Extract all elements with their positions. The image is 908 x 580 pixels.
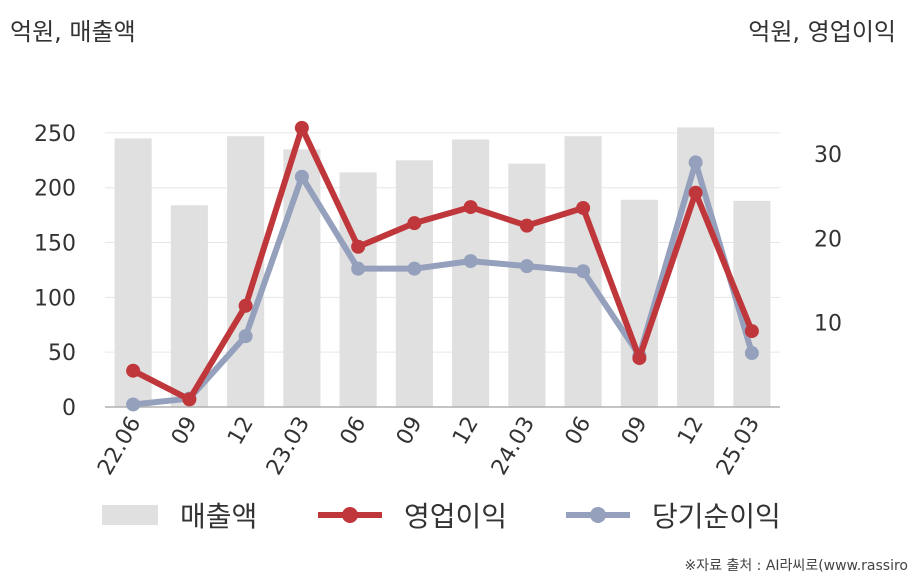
point-net-income	[688, 155, 703, 170]
y-right-tick-label: 30	[814, 143, 842, 168]
legend-marker-swatch	[342, 507, 358, 523]
x-tick-label: 23.03	[262, 413, 315, 480]
y-left-tick-label: 250	[34, 122, 76, 147]
x-tick-label: 12	[223, 413, 259, 450]
legend: 매출액 영업이익 당기순이익	[0, 490, 908, 540]
bar-sales	[677, 127, 715, 408]
legend-label-net-income: 당기순이익	[652, 500, 781, 533]
bar-sales	[452, 139, 490, 407]
point-operating-profit	[688, 185, 703, 200]
point-operating-profit	[744, 324, 759, 339]
source-note: ※자료 출처 : AI라씨로(www.rassiro	[684, 558, 908, 574]
legend-item-net-income: 당기순이익	[566, 490, 781, 540]
x-tick-label: 25.03	[712, 413, 765, 480]
legend-swatch-net-income	[566, 507, 630, 523]
legend-swatch-operating-profit	[318, 507, 382, 523]
x-tick-label: 09	[617, 413, 653, 450]
y-left-tick-label: 150	[34, 232, 76, 257]
y-left-tick-label: 100	[34, 286, 76, 311]
point-net-income	[294, 169, 309, 184]
line-net-income	[130, 159, 755, 408]
y-left-tick-label: 0	[62, 396, 76, 421]
point-net-income	[519, 259, 534, 274]
x-tick-label: 24.03	[487, 413, 540, 480]
point-operating-profit	[407, 216, 422, 231]
line-series	[126, 120, 759, 412]
point-net-income	[463, 254, 478, 269]
point-operating-profit	[238, 298, 253, 313]
bar-sales	[339, 172, 377, 407]
point-operating-profit	[519, 218, 534, 233]
x-tick-label: 12	[448, 413, 484, 450]
point-operating-profit	[294, 120, 309, 135]
point-net-income	[576, 264, 591, 279]
point-operating-profit	[182, 392, 197, 407]
y-left-tick-label: 50	[48, 341, 76, 366]
x-tick-label: 09	[392, 413, 428, 450]
point-operating-profit	[351, 239, 366, 254]
legend-label-sales: 매출액	[180, 500, 258, 533]
y-right-tick-label: 10	[814, 312, 842, 337]
legend-item-sales: 매출액	[102, 490, 257, 540]
point-operating-profit	[126, 363, 141, 378]
legend-label-operating-profit: 영업이익	[404, 500, 508, 533]
bar-sales	[283, 149, 321, 407]
legend-swatch-sales	[102, 505, 158, 525]
y-right-tick-label: 20	[814, 227, 842, 252]
bar-sales	[395, 160, 433, 407]
left-axis-unit: 억원, 매출액	[10, 18, 136, 46]
point-net-income	[407, 261, 422, 276]
bar-series	[114, 127, 771, 408]
legend-marker-swatch	[590, 507, 606, 523]
x-tick-label: 09	[167, 413, 203, 450]
y-left-tick-label: 200	[34, 177, 76, 202]
point-net-income	[126, 397, 141, 412]
x-tick-label: 06	[336, 413, 372, 450]
x-tick-label: 12	[673, 413, 709, 450]
legend-bar-swatch	[102, 505, 158, 525]
legend-item-operating-profit: 영업이익	[318, 490, 507, 540]
point-net-income	[351, 261, 366, 276]
x-tick-label: 22.06	[93, 413, 146, 480]
bar-sales	[508, 163, 546, 407]
point-operating-profit	[463, 200, 478, 215]
point-net-income	[744, 346, 759, 361]
x-tick-label: 06	[561, 413, 597, 450]
point-net-income	[238, 329, 253, 344]
point-operating-profit	[632, 351, 647, 366]
point-operating-profit	[576, 200, 591, 215]
bar-sales	[114, 138, 152, 407]
line-operating-profit	[130, 124, 755, 403]
right-axis-unit: 억원, 영업이익	[748, 18, 896, 46]
